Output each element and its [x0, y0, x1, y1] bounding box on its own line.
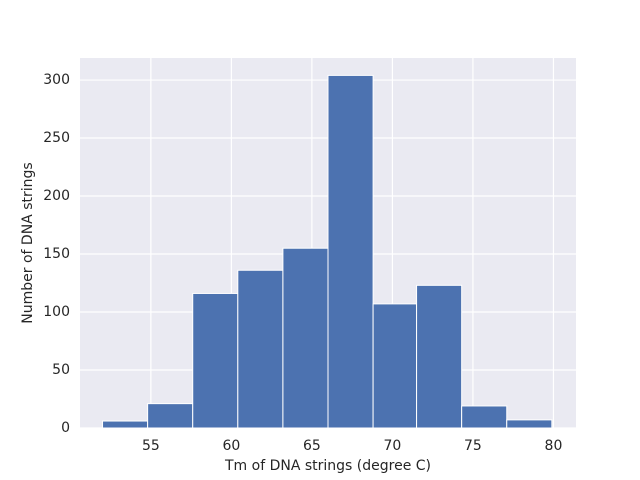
x-tick-label: 65	[303, 438, 321, 454]
y-tick-label: 150	[43, 246, 70, 262]
y-tick-label: 300	[43, 72, 70, 88]
bar	[282, 247, 329, 429]
y-axis-label: Number of DNA strings	[20, 162, 36, 323]
y-tick-label: 100	[43, 304, 70, 320]
y-tick-label: 0	[61, 420, 70, 436]
bar	[327, 74, 374, 429]
x-tick-label: 55	[142, 438, 160, 454]
bar	[416, 284, 463, 429]
x-tick-label: 75	[464, 438, 482, 454]
bar	[147, 403, 194, 429]
y-tick-label: 250	[43, 130, 70, 146]
x-axis-label: Tm of DNA strings (degree C)	[224, 458, 431, 474]
bar	[506, 419, 553, 429]
bar	[372, 303, 418, 429]
x-tick-label: 70	[384, 438, 402, 454]
y-tick-label: 50	[52, 362, 70, 378]
y-tick-label: 200	[43, 188, 70, 204]
bar	[461, 405, 508, 429]
bar	[102, 420, 149, 429]
bar	[237, 269, 284, 429]
bar	[192, 292, 239, 429]
x-tick-label: 60	[222, 438, 240, 454]
x-tick-label: 80	[545, 438, 563, 454]
